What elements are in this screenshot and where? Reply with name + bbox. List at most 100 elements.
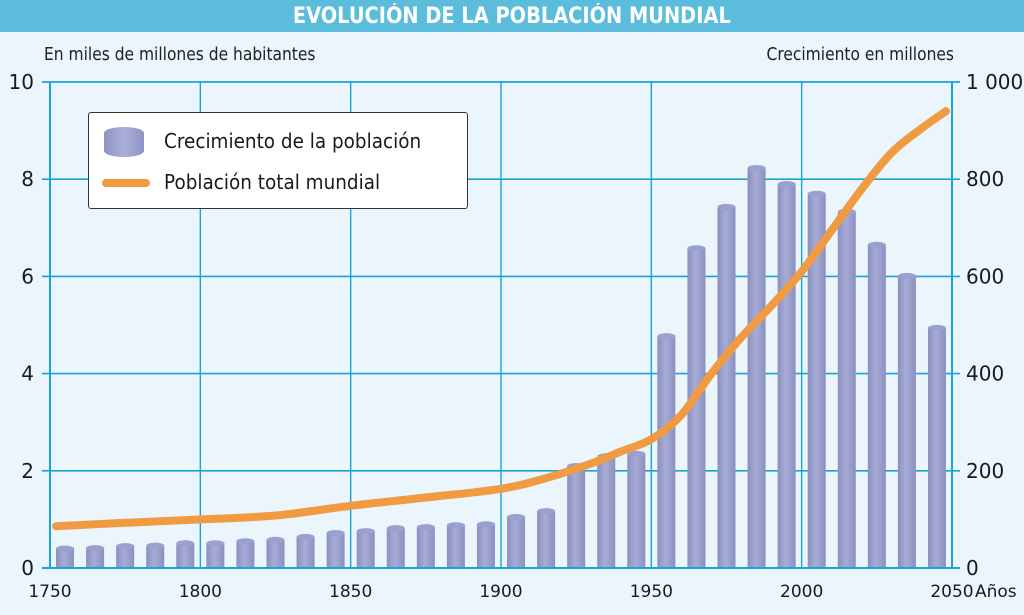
bar [747,165,766,568]
bar [837,208,856,568]
bar-body [326,533,345,568]
y-tick-label-left: 2 [21,459,34,483]
bar-cap [386,525,405,532]
bar [326,530,345,568]
bar-body [807,193,826,568]
bar-body [266,539,285,568]
bar-body [356,531,375,568]
x-axis-label: Años [975,582,1017,602]
bar-cap [657,333,676,340]
bar-body [537,511,556,568]
y-tick-label-left: 6 [21,264,34,288]
y-tick-label-left: 10 [9,70,34,94]
bar-cap [56,545,75,552]
bar-cap [266,536,285,543]
bar-cap [687,245,706,252]
x-tick-label: 1900 [479,582,522,602]
bar-cap [807,190,826,197]
bar-body [416,527,435,568]
bar [597,453,616,568]
y-tick-label-left: 8 [21,167,34,191]
bar [507,513,526,568]
bar-body [717,206,736,569]
chart-title-bar: EVOLUCIÓN DE LA POBLACIÓN MUNDIAL [0,0,1024,32]
line-series [52,107,950,531]
legend-bar-swatch-icon [104,127,144,157]
legend-label-bars: Crecimiento de la población [164,129,422,153]
bar-body [657,336,676,568]
left-axis-label: En miles de millones de habitantes [44,44,316,65]
y-tick-label-right: 0 [966,556,979,580]
bar-body [476,524,495,568]
bar-cap [507,513,526,520]
bar-series [56,165,946,569]
bar-cap [897,272,916,279]
population-line [52,107,950,531]
bar [356,528,375,568]
bar-body [597,456,616,568]
bar-cap [446,522,465,529]
right-axis-label: Crecimiento en millones [766,44,954,65]
bar [807,190,826,568]
legend: Crecimiento de la población Población to… [88,112,468,209]
bar-body [296,536,315,568]
x-tick-label: 2050 [930,582,973,602]
bar [927,324,946,568]
bar [777,181,796,568]
x-tick-label: 1850 [329,582,372,602]
bar-cap [146,542,165,549]
legend-label-line: Población total mundial [164,170,381,194]
bar-body [56,548,75,568]
bar-body [176,543,195,568]
bar [537,508,556,568]
bar [146,542,165,568]
bar-body [627,453,646,568]
bar [867,241,886,568]
bar-cap [206,540,225,547]
legend-line-swatch-icon [102,179,150,187]
bar [717,203,736,569]
bar-cap [777,181,796,188]
bar [86,545,105,568]
bar [627,450,646,568]
bar-body [386,528,405,568]
bar [266,536,285,568]
bar-body [567,465,586,568]
bar [657,333,676,568]
bar-body [747,168,766,568]
x-tick-label: 1950 [630,582,673,602]
bar-cap [747,165,766,172]
bar [476,521,495,568]
bar-cap [326,530,345,537]
chart-title: EVOLUCIÓN DE LA POBLACIÓN MUNDIAL [293,3,731,29]
bar-body [897,275,916,568]
bar [296,533,315,568]
bar-body [927,327,946,568]
bar-cap [627,450,646,457]
bar [236,538,255,568]
bar-body [146,545,165,568]
bar-body [116,546,135,568]
y-tick-label-left: 4 [21,362,34,386]
y-tick-label-right: 400 [966,362,1004,386]
y-tick-label-left: 0 [21,556,34,580]
bar-cap [296,533,315,540]
bar-cap [86,545,105,552]
bar-cap [116,543,135,550]
bar-body [867,244,886,568]
bar-body [236,541,255,568]
tick-labels: 0 2 4 6 8 10 0 200 400 600 800 1 000 1750 1800 1850 190… [9,70,1024,602]
bar-body [446,525,465,568]
bar [176,540,195,568]
bar [56,545,75,568]
y-tick-label-right: 200 [966,459,1004,483]
y-tick-label-right: 600 [966,264,1004,288]
bar [386,525,405,568]
bar-cap [236,538,255,545]
bar-cap [537,508,556,515]
bar-cap [717,203,736,210]
bar-cap [176,540,195,547]
x-tick-label: 1750 [28,582,71,602]
bar [446,522,465,568]
